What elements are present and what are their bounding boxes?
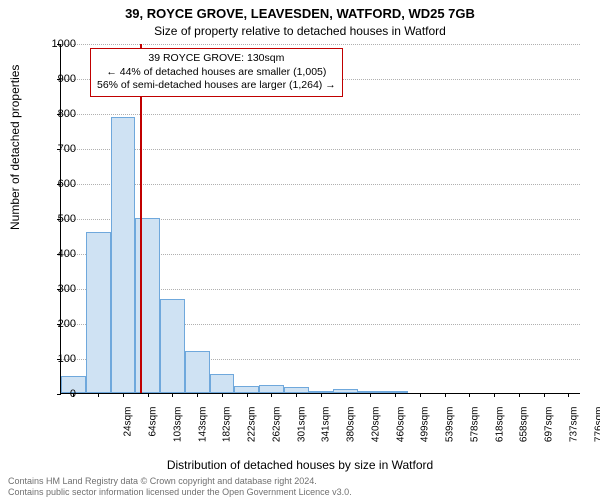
- x-tick-mark: [98, 393, 99, 397]
- x-tick-mark: [544, 393, 545, 397]
- x-tick-label: 143sqm: [197, 407, 208, 467]
- x-tick-mark: [222, 393, 223, 397]
- histogram-bar: [259, 385, 284, 393]
- x-tick-mark: [568, 393, 569, 397]
- annotation-box: 39 ROYCE GROVE: 130sqm← 44% of detached …: [90, 48, 343, 97]
- x-tick-label: 539sqm: [445, 407, 456, 467]
- histogram-bar: [86, 232, 111, 393]
- x-tick-mark: [519, 393, 520, 397]
- annotation-line2: ← 44% of detached houses are smaller (1,…: [97, 66, 336, 80]
- x-tick-mark: [172, 393, 173, 397]
- y-tick-label: 1000: [26, 38, 76, 50]
- x-tick-mark: [445, 393, 446, 397]
- y-tick-label: 300: [26, 283, 76, 295]
- x-tick-mark: [469, 393, 470, 397]
- x-tick-label: 420sqm: [370, 407, 381, 467]
- x-tick-label: 737sqm: [568, 407, 579, 467]
- y-tick-label: 0: [26, 388, 76, 400]
- x-tick-mark: [494, 393, 495, 397]
- annotation-line3: 56% of semi-detached houses are larger (…: [97, 79, 336, 93]
- y-tick-label: 500: [26, 213, 76, 225]
- x-tick-label: 578sqm: [469, 407, 480, 467]
- histogram-bar: [234, 386, 259, 393]
- x-tick-label: 301sqm: [296, 407, 307, 467]
- x-tick-label: 658sqm: [519, 407, 530, 467]
- x-tick-mark: [370, 393, 371, 397]
- chart-title-sub: Size of property relative to detached ho…: [0, 24, 600, 38]
- footer-line2: Contains public sector information licen…: [8, 487, 352, 498]
- x-tick-label: 262sqm: [271, 407, 282, 467]
- histogram-bar: [160, 299, 185, 394]
- x-tick-label: 618sqm: [494, 407, 505, 467]
- x-tick-mark: [197, 393, 198, 397]
- x-tick-mark: [395, 393, 396, 397]
- x-tick-mark: [346, 393, 347, 397]
- histogram-bar: [185, 351, 210, 393]
- x-tick-label: 24sqm: [123, 407, 134, 467]
- x-tick-label: 697sqm: [544, 407, 555, 467]
- x-tick-label: 499sqm: [420, 407, 431, 467]
- x-tick-mark: [420, 393, 421, 397]
- x-tick-label: 460sqm: [395, 407, 406, 467]
- x-tick-label: 341sqm: [321, 407, 332, 467]
- x-tick-label: 776sqm: [593, 407, 600, 467]
- y-tick-label: 900: [26, 73, 76, 85]
- y-tick-label: 600: [26, 178, 76, 190]
- y-tick-label: 100: [26, 353, 76, 365]
- y-axis-label: Number of detached properties: [8, 65, 22, 230]
- histogram-bar: [210, 374, 235, 393]
- x-tick-mark: [148, 393, 149, 397]
- x-tick-mark: [271, 393, 272, 397]
- y-tick-label: 700: [26, 143, 76, 155]
- footer-line1: Contains HM Land Registry data © Crown c…: [8, 476, 352, 487]
- x-tick-mark: [123, 393, 124, 397]
- x-tick-mark: [296, 393, 297, 397]
- x-tick-label: 103sqm: [172, 407, 183, 467]
- annotation-line1: 39 ROYCE GROVE: 130sqm: [97, 52, 336, 66]
- x-tick-mark: [321, 393, 322, 397]
- x-tick-label: 182sqm: [222, 407, 233, 467]
- chart-container: 39, ROYCE GROVE, LEAVESDEN, WATFORD, WD2…: [0, 0, 600, 500]
- histogram-bar: [111, 117, 136, 393]
- y-tick-label: 400: [26, 248, 76, 260]
- x-tick-label: 64sqm: [148, 407, 159, 467]
- x-tick-label: 380sqm: [346, 407, 357, 467]
- x-tick-mark: [247, 393, 248, 397]
- chart-title-main: 39, ROYCE GROVE, LEAVESDEN, WATFORD, WD2…: [0, 6, 600, 21]
- footer-attribution: Contains HM Land Registry data © Crown c…: [8, 476, 352, 498]
- y-tick-label: 200: [26, 318, 76, 330]
- x-tick-label: 222sqm: [247, 407, 258, 467]
- y-tick-label: 800: [26, 108, 76, 120]
